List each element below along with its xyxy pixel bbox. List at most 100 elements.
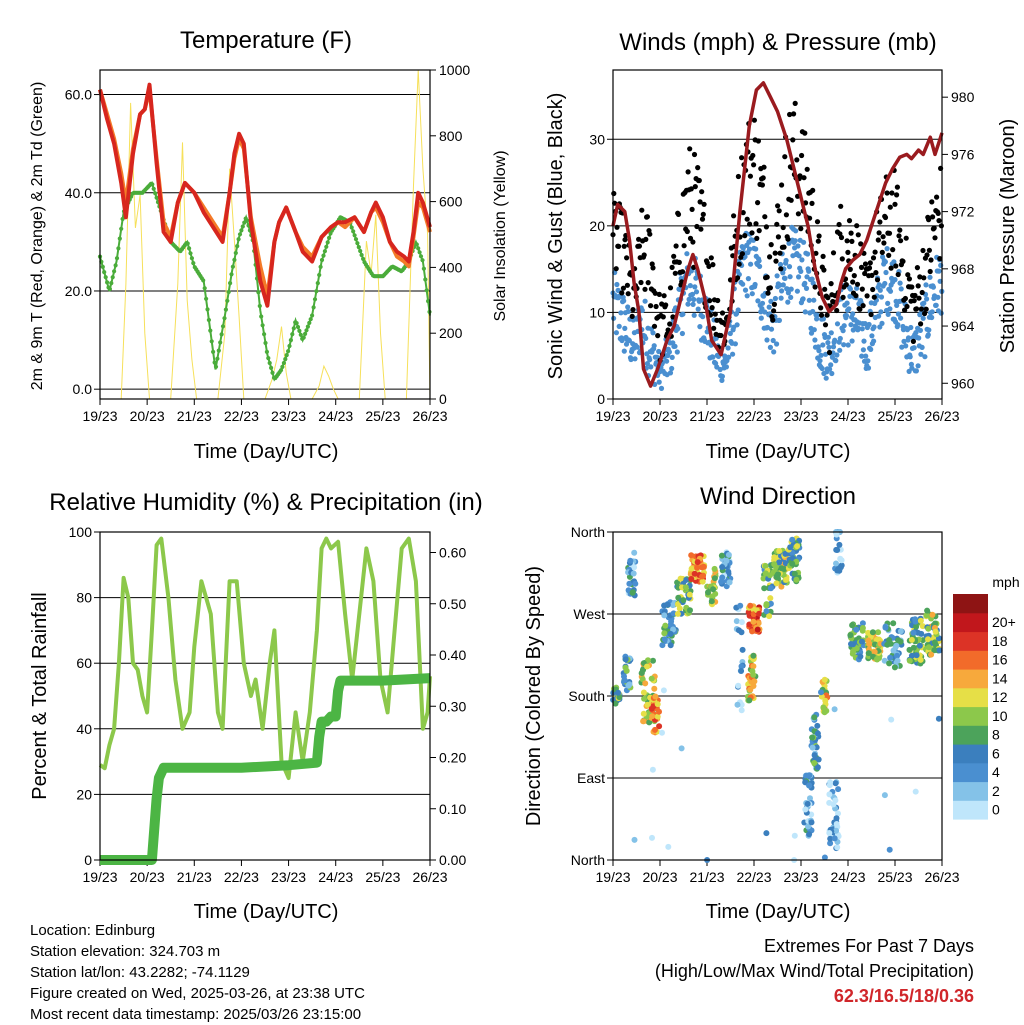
gust-point bbox=[791, 111, 797, 117]
dewpoint-point bbox=[119, 226, 124, 231]
direction-point bbox=[875, 629, 882, 636]
direction-point bbox=[674, 579, 681, 586]
direction-point bbox=[886, 637, 893, 643]
gust-point bbox=[915, 283, 921, 289]
direction-point bbox=[738, 663, 745, 670]
dewpoint-point bbox=[107, 286, 112, 292]
speed-legend: mph 0 2 4 6 8 10 12 14 16 18 20+ bbox=[953, 574, 1020, 820]
wind-point bbox=[876, 313, 882, 319]
direction-point bbox=[912, 788, 919, 795]
wind-point bbox=[672, 343, 678, 349]
direction-point bbox=[884, 641, 891, 648]
temp-y2tick-label: 0 bbox=[439, 391, 447, 407]
gust-point bbox=[661, 293, 667, 299]
direction-xtick-label: 23/23 bbox=[783, 869, 818, 885]
direction-point bbox=[886, 660, 893, 667]
dewpoint-point bbox=[318, 264, 323, 269]
direction-point bbox=[632, 580, 639, 587]
dewpoint-point bbox=[416, 246, 421, 251]
temperature-ylabel-right: Solar Insolation (Yellow) bbox=[492, 150, 509, 321]
dewpoint-point bbox=[235, 244, 240, 249]
gust-point bbox=[699, 216, 706, 222]
direction-point bbox=[644, 663, 650, 670]
wind-point bbox=[882, 259, 889, 265]
direction-point bbox=[935, 715, 942, 722]
wind-point bbox=[860, 347, 867, 353]
gust-point bbox=[782, 154, 788, 160]
wind-point bbox=[855, 325, 861, 331]
gust-point bbox=[916, 295, 922, 301]
gust-point bbox=[764, 274, 770, 280]
humidity-y2tick-label: 0.00 bbox=[439, 852, 466, 868]
wind-point bbox=[740, 281, 746, 287]
winds-xtick-label: 22/23 bbox=[736, 408, 771, 424]
dewpoint-point bbox=[266, 356, 271, 361]
direction-point bbox=[776, 548, 783, 554]
temp-y2tick-label: 1000 bbox=[439, 62, 470, 78]
dewpoint-point bbox=[228, 281, 233, 286]
direction-point bbox=[857, 653, 864, 660]
gust-point bbox=[920, 247, 926, 254]
humidity-y2tick-label: 0.50 bbox=[439, 596, 466, 612]
direction-point bbox=[833, 821, 840, 827]
dewpoint-point bbox=[263, 340, 268, 346]
direction-point bbox=[691, 570, 698, 577]
direction-point bbox=[791, 832, 798, 839]
dewpoint-point bbox=[154, 195, 159, 200]
direction-point bbox=[773, 580, 780, 587]
direction-point bbox=[763, 830, 770, 837]
gust-point bbox=[822, 286, 828, 292]
direction-point bbox=[925, 625, 932, 632]
temp-frame bbox=[99, 69, 431, 400]
direction-point bbox=[775, 571, 782, 578]
direction-point bbox=[750, 671, 757, 678]
gust-point bbox=[860, 303, 866, 309]
gust-point bbox=[886, 252, 892, 258]
gust-point bbox=[755, 138, 762, 144]
speed-legend-swatch bbox=[953, 669, 988, 689]
humidity-xtick-label: 20/23 bbox=[130, 869, 165, 885]
wind-point bbox=[877, 287, 883, 293]
wind-point bbox=[778, 295, 784, 301]
wind-point bbox=[917, 327, 924, 333]
dewpoint-point bbox=[417, 250, 422, 255]
direction-point bbox=[881, 792, 888, 799]
gust-point bbox=[787, 111, 793, 118]
dewpoint-point bbox=[327, 235, 332, 240]
gust-point bbox=[873, 270, 879, 276]
direction-point bbox=[811, 760, 818, 766]
gust-point bbox=[676, 259, 682, 265]
gust-point bbox=[673, 243, 679, 249]
speed-legend-label: 8 bbox=[992, 727, 1000, 743]
gust-point bbox=[867, 260, 873, 266]
speed-legend-swatch bbox=[953, 725, 988, 745]
temp-xtick-label: 24/23 bbox=[318, 408, 353, 424]
wind-point bbox=[692, 284, 698, 290]
winds-y2tick-label: 972 bbox=[951, 204, 975, 220]
dewpoint-point bbox=[110, 275, 115, 280]
gust-point bbox=[871, 294, 877, 300]
direction-point bbox=[910, 629, 917, 636]
winds-y2tick-label: 976 bbox=[951, 146, 975, 162]
direction-point bbox=[749, 628, 756, 635]
gust-point bbox=[912, 292, 918, 299]
gust-point bbox=[698, 226, 704, 232]
direction-point bbox=[917, 617, 924, 624]
direction-point bbox=[649, 766, 656, 773]
gust-point bbox=[779, 182, 785, 188]
wind-point bbox=[862, 321, 868, 327]
dewpoint-point bbox=[188, 251, 193, 256]
dewpoint-point bbox=[284, 353, 289, 358]
dewpoint-point bbox=[216, 348, 221, 353]
dewpoint-point bbox=[278, 368, 284, 373]
dewpoint-point bbox=[359, 252, 364, 258]
direction-point bbox=[719, 574, 726, 581]
gust-point bbox=[874, 277, 881, 283]
wind-point bbox=[687, 283, 693, 289]
dewpoint-point bbox=[120, 216, 125, 222]
gust-point bbox=[890, 247, 896, 253]
wind-point bbox=[899, 344, 905, 350]
dewpoint-point bbox=[259, 314, 264, 319]
wind-point bbox=[675, 326, 681, 332]
gust-point bbox=[681, 243, 687, 249]
